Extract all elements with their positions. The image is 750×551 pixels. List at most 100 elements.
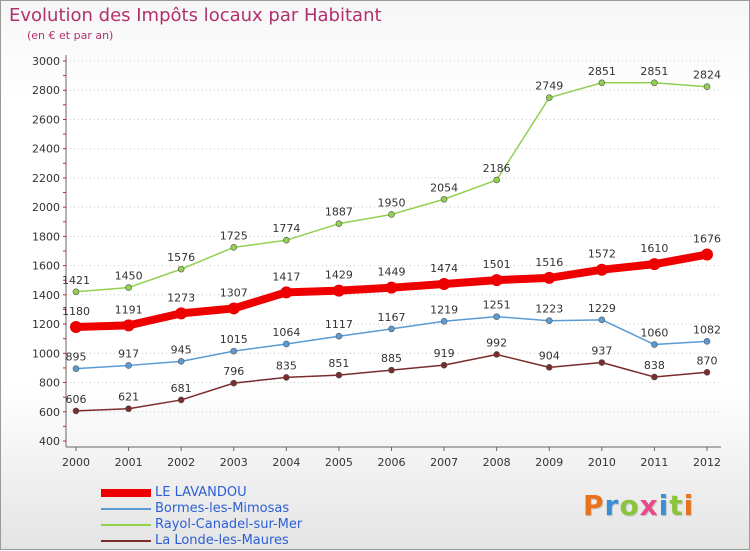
data-label: 1064 (272, 326, 300, 339)
data-label: 2851 (640, 65, 668, 78)
data-label: 1429 (325, 269, 353, 282)
data-point (280, 286, 293, 299)
data-point (493, 313, 500, 320)
data-point (72, 407, 80, 415)
chart-subtitle: (en € et par an) (27, 29, 114, 42)
data-point (283, 340, 290, 348)
data-point (493, 176, 500, 184)
data-point (388, 211, 395, 218)
data-label: 1191 (115, 303, 143, 316)
data-label: 1307 (220, 286, 248, 299)
series-layer (70, 79, 713, 415)
data-point (283, 374, 290, 381)
legend-swatch (101, 508, 151, 510)
data-label: 1060 (640, 327, 668, 340)
axis-layer: 400 600 800 1000 1200 1400 1600 1800 2000 2200 240… (32, 55, 721, 469)
data-label: 1015 (220, 333, 248, 346)
data-point (545, 94, 553, 101)
data-point (440, 361, 448, 369)
y-tick-label: 1000 (32, 347, 60, 360)
data-label: 917 (118, 347, 139, 360)
data-label: 1180 (62, 305, 90, 318)
data-point (122, 319, 135, 332)
data-label: 1576 (167, 251, 195, 264)
data-point (125, 405, 132, 413)
data-point (177, 358, 185, 365)
data-label: 851 (328, 357, 349, 370)
logo-letter: t (669, 489, 684, 522)
data-label: 1572 (588, 248, 616, 261)
data-label: 1501 (483, 258, 511, 271)
data-point (125, 284, 132, 291)
y-tick-label: 1800 (32, 230, 60, 243)
x-tick-label: 2000 (62, 456, 90, 469)
legend-swatch (101, 540, 151, 542)
data-label: 621 (118, 391, 139, 404)
data-point (385, 281, 398, 294)
data-point (493, 351, 500, 358)
data-label: 1449 (378, 266, 406, 279)
data-label: 1610 (640, 242, 668, 255)
data-label: 1223 (535, 303, 563, 316)
data-point (230, 347, 238, 355)
x-tick-label: 2012 (693, 456, 721, 469)
data-point (177, 265, 185, 273)
legend-swatch (101, 524, 151, 526)
data-label: 1082 (693, 323, 721, 336)
data-point (125, 362, 132, 369)
y-tick-label: 2400 (32, 143, 60, 156)
data-label: 1516 (535, 256, 563, 269)
logo-letter: x (639, 489, 659, 522)
y-tick-label: 1200 (32, 318, 60, 331)
data-label: 1167 (378, 311, 406, 324)
y-tick-label: 1400 (32, 289, 60, 302)
legend-swatch (101, 489, 151, 497)
x-tick-label: 2001 (115, 456, 143, 469)
data-label: 2054 (430, 181, 458, 194)
x-tick-label: 2011 (640, 456, 668, 469)
data-point (545, 364, 553, 371)
data-label: 1417 (272, 270, 300, 283)
data-label: 885 (381, 352, 402, 365)
data-point (545, 317, 553, 325)
data-point (388, 325, 395, 333)
data-label: 937 (591, 345, 612, 358)
data-point (388, 366, 395, 374)
legend-label: Bormes-les-Mimosas (155, 501, 290, 516)
data-point (177, 396, 185, 404)
data-point (230, 244, 238, 251)
logo-letter: r (604, 489, 620, 522)
data-point (595, 263, 608, 276)
logo-letter: i (658, 489, 670, 522)
data-point (70, 321, 82, 333)
data-label: 1229 (588, 302, 616, 315)
data-point (332, 284, 345, 297)
legend-label: LE LAVANDOU (155, 485, 247, 500)
data-point (490, 274, 503, 287)
x-tick-label: 2003 (220, 456, 248, 469)
data-point (598, 359, 606, 366)
data-point (335, 332, 343, 340)
data-label: 1251 (483, 299, 511, 312)
legend-label: La Londe-les-Maures (155, 533, 289, 548)
y-tick-label: 2600 (32, 113, 60, 126)
y-tick-label: 3000 (32, 55, 60, 68)
y-tick-label: 2800 (32, 84, 60, 97)
data-point (703, 369, 711, 376)
y-tick-label: 2000 (32, 201, 60, 214)
data-label: 1421 (62, 274, 90, 287)
data-point (703, 338, 711, 345)
label-layer: 1180 1191 1273 1307 1417 1429 1449 1474 1501 1516… (62, 65, 721, 406)
y-tick-label: 2200 (32, 172, 60, 185)
data-point (175, 307, 188, 320)
data-label: 1950 (378, 196, 406, 209)
data-label: 1474 (430, 262, 458, 275)
y-tick-label: 400 (39, 435, 60, 448)
data-point (651, 79, 658, 87)
data-label: 1887 (325, 206, 353, 219)
data-label: 2186 (483, 162, 511, 175)
y-tick-label: 800 (39, 377, 60, 390)
data-point (701, 248, 713, 261)
x-tick-label: 2007 (430, 456, 458, 469)
